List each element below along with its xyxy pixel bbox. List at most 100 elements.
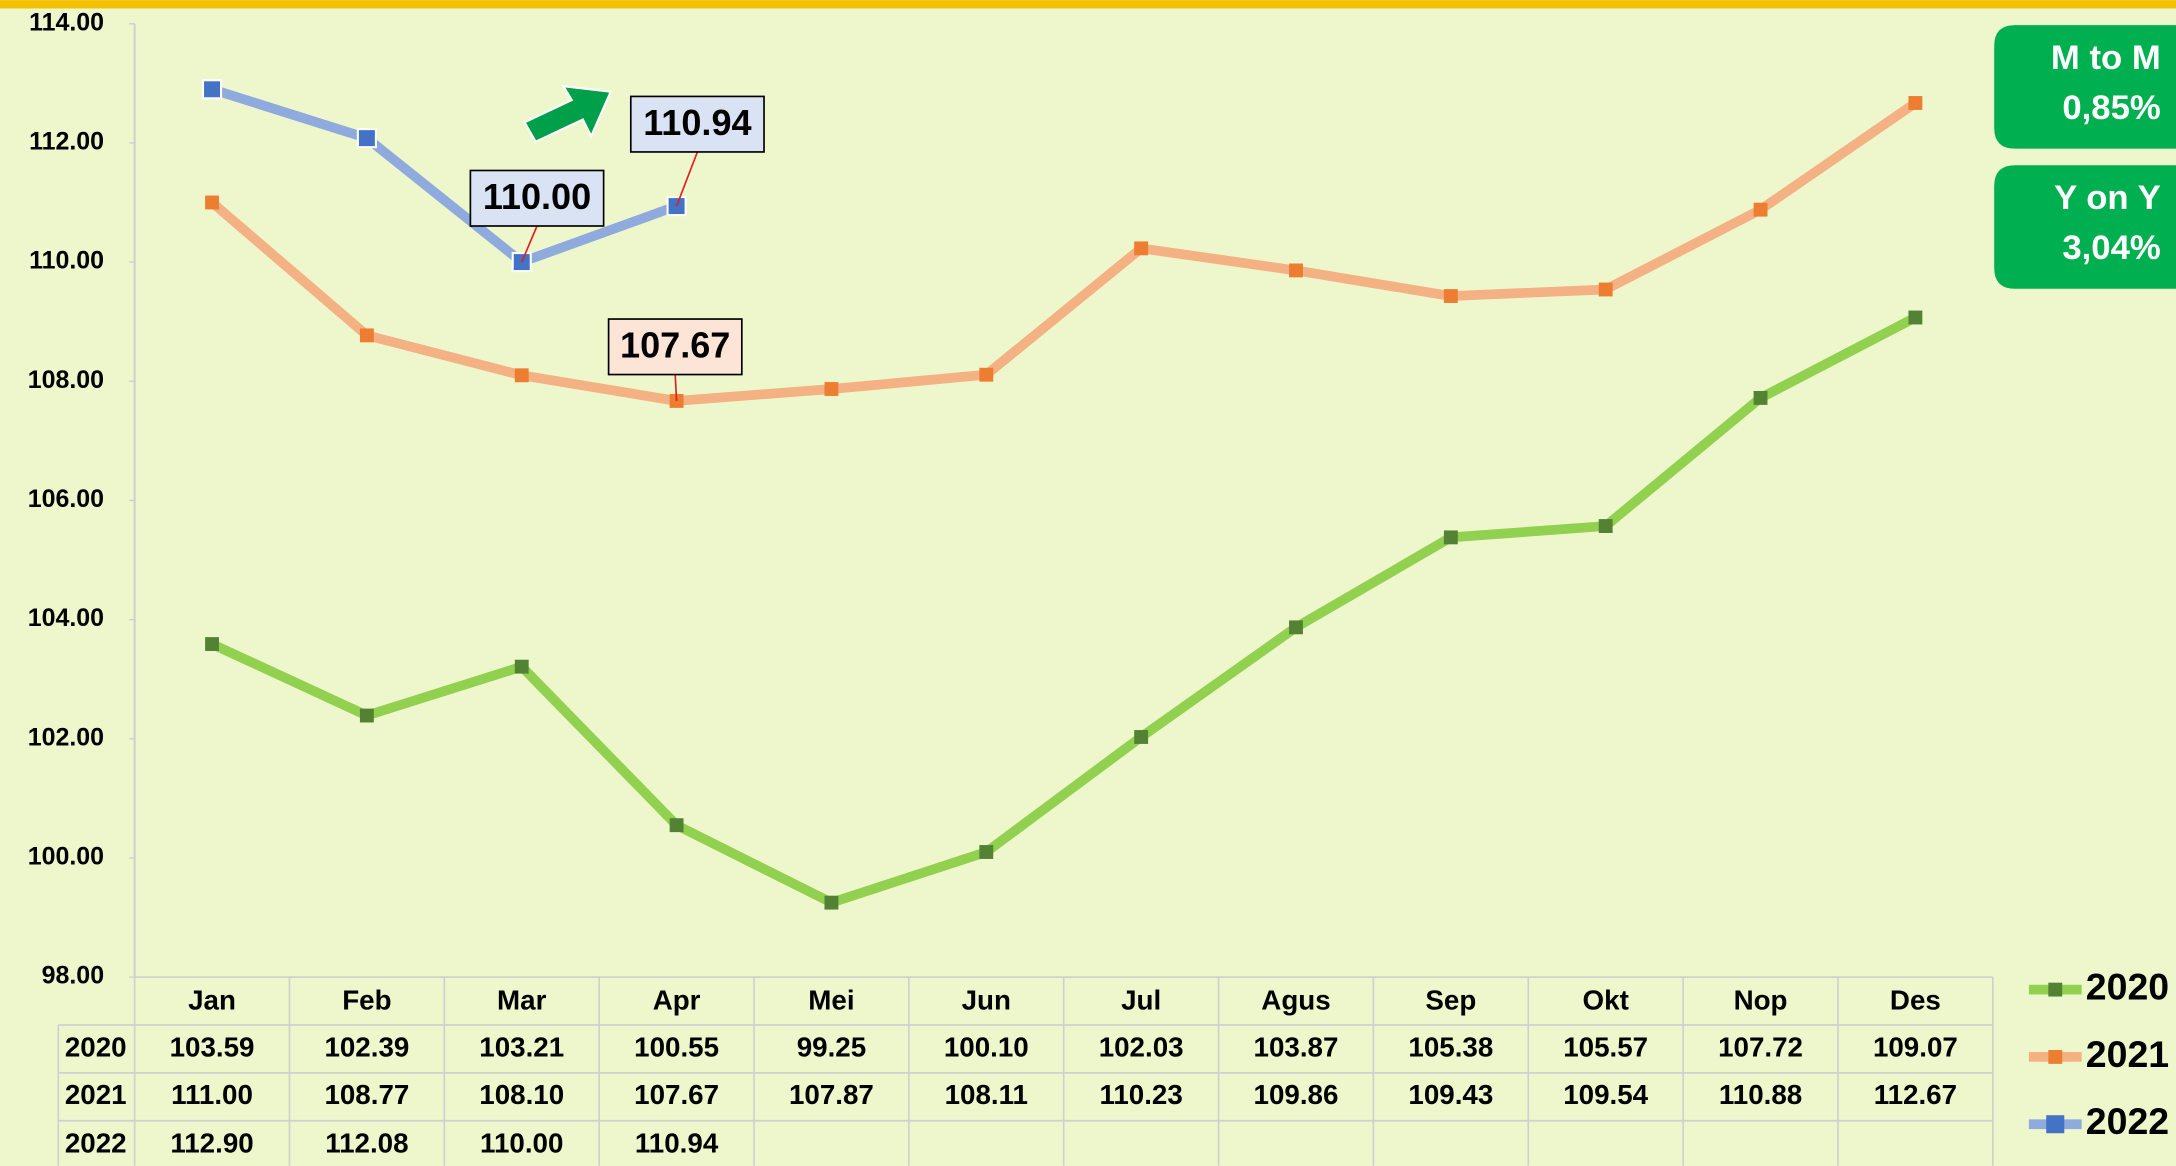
data-label: 110.00 [483, 176, 591, 217]
x-tick-label: Mar [497, 984, 547, 1015]
legend-marker [2046, 1115, 2065, 1134]
table-cell: 110.23 [1099, 1079, 1182, 1110]
annotation-label: M to M [2051, 39, 2161, 77]
y-tick-label: 102.00 [28, 723, 104, 751]
marker [359, 708, 374, 723]
data-label: 110.94 [643, 102, 751, 143]
x-tick-label: Des [1890, 984, 1941, 1015]
marker [205, 637, 219, 651]
marker [1753, 202, 1768, 217]
top-bar [0, 0, 2176, 9]
table-cell: 105.57 [1563, 1032, 1648, 1063]
marker [1598, 519, 1613, 533]
marker [359, 328, 374, 343]
table-cell: 100.55 [634, 1032, 719, 1063]
legend-marker [2048, 1049, 2063, 1064]
x-tick-label: Nop [1734, 984, 1788, 1015]
legend-label: 2022 [2086, 1100, 2169, 1142]
table-cell: 112.90 [170, 1127, 253, 1158]
leader-line [675, 151, 699, 207]
marker [1289, 620, 1303, 635]
x-tick-label: Sep [1425, 984, 1476, 1015]
annotation-value: 3,04% [2062, 229, 2160, 267]
x-tick-label: Jul [1121, 984, 1161, 1015]
legend-marker [2048, 982, 2063, 997]
legend-label: 2020 [2086, 966, 2169, 1008]
annotation-box [1994, 25, 2176, 149]
marker [979, 367, 994, 382]
marker [1289, 263, 1303, 278]
table-cell: 102.03 [1099, 1032, 1184, 1063]
table-cell: 103.87 [1254, 1032, 1339, 1063]
y-tick-label: 108.00 [28, 366, 104, 394]
table-cell: 105.38 [1408, 1032, 1493, 1063]
table-cell: 110.88 [1719, 1079, 1802, 1110]
marker [514, 368, 529, 383]
y-tick-label: 114.00 [29, 8, 104, 36]
marker [1134, 241, 1149, 256]
leader-line [520, 225, 538, 263]
table-cell: 109.86 [1254, 1079, 1339, 1110]
x-tick-label: Jun [962, 984, 1011, 1015]
marker [1908, 310, 1923, 325]
marker [1908, 96, 1923, 110]
annotation-value: 0,85% [2062, 89, 2160, 127]
table-cell: 102.39 [324, 1032, 409, 1063]
marker [824, 895, 839, 910]
y-tick-label: 110.00 [29, 247, 104, 275]
data-label: 107.67 [620, 325, 730, 366]
marker [514, 659, 529, 674]
marker [1598, 282, 1613, 297]
table-cell: 110.00 [480, 1127, 563, 1158]
table-cell: 109.43 [1408, 1079, 1493, 1110]
table-cell: 107.67 [634, 1079, 719, 1110]
y-tick-label: 100.00 [28, 843, 104, 871]
y-tick-label: 104.00 [28, 604, 104, 632]
table-cell: 109.54 [1563, 1079, 1648, 1110]
y-tick-label: 98.00 [42, 962, 104, 990]
marker [669, 818, 684, 833]
x-tick-label: Apr [653, 984, 701, 1015]
marker [356, 128, 377, 149]
series-line [208, 98, 1919, 406]
series-line [210, 313, 1918, 908]
marker [1753, 391, 1768, 405]
table-cell: 111.00 [171, 1079, 253, 1110]
table-row-label: 2022 [65, 1127, 127, 1158]
table-cell: 108.11 [945, 1079, 1028, 1110]
y-tick-label: 106.00 [28, 485, 104, 513]
table-cell: 100.10 [944, 1032, 1029, 1063]
marker [205, 195, 219, 210]
marker [979, 845, 994, 859]
table-cell: 108.10 [479, 1079, 564, 1110]
table-cell: 107.72 [1718, 1032, 1803, 1063]
marker [1443, 289, 1458, 303]
marker [201, 79, 223, 100]
x-tick-label: Jan [188, 984, 236, 1015]
up-arrow [523, 84, 613, 144]
marker [666, 196, 687, 217]
label-box [629, 95, 765, 153]
annotation-label: Y on Y [2054, 179, 2161, 217]
table-cell: 103.21 [479, 1032, 564, 1063]
legend-label: 2021 [2086, 1033, 2169, 1075]
marker [1443, 530, 1458, 545]
x-tick-label: Okt [1583, 984, 1629, 1015]
label-box [607, 318, 743, 376]
table-row-label: 2021 [65, 1079, 127, 1110]
label-box [469, 169, 605, 227]
table-cell: 112.67 [1874, 1079, 1957, 1110]
marker [824, 382, 839, 396]
table-cell: 112.08 [325, 1127, 408, 1158]
table-cell: 110.94 [635, 1127, 719, 1158]
leader-line [674, 374, 678, 401]
x-tick-label: Agus [1261, 984, 1330, 1015]
table-cell: 103.59 [170, 1032, 255, 1063]
x-tick-label: Feb [342, 984, 391, 1015]
table-cell: 107.87 [789, 1079, 874, 1110]
table-cell: 108.77 [324, 1079, 409, 1110]
series-line [210, 84, 679, 267]
table-row-label: 2020 [65, 1032, 127, 1063]
